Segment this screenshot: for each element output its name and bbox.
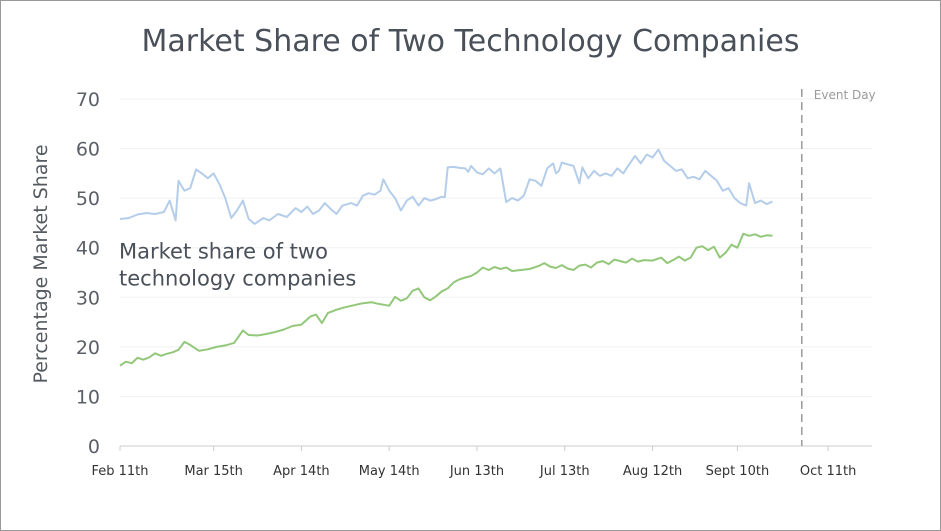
x-tick-label-8: Oct 11th bbox=[800, 464, 857, 479]
event-label: Event Day bbox=[814, 88, 876, 102]
chart-title: Market Share of Two Technology Companies bbox=[141, 24, 800, 59]
x-tick-label-6: Aug 12th bbox=[623, 464, 682, 479]
x-axis: Feb 11th Mar 15th Apr 14th May 14th Jun 13th… bbox=[91, 445, 872, 479]
x-tick-label-3: May 14th bbox=[359, 464, 420, 479]
x-tick-label-1: Mar 15th bbox=[184, 464, 243, 479]
y-tick-label-0: 0 bbox=[88, 436, 100, 458]
y-tick-label-20: 20 bbox=[76, 337, 100, 359]
series-lines bbox=[119, 148, 773, 367]
y-tick-label-40: 40 bbox=[76, 238, 100, 260]
x-tick-label-0: Feb 11th bbox=[91, 464, 148, 479]
y-tick-label-10: 10 bbox=[76, 386, 100, 408]
y-axis-ticks: 0 10 20 30 40 50 60 70 bbox=[76, 89, 100, 458]
series-line-2 bbox=[119, 232, 773, 367]
x-tick-label-5: Jul 13th bbox=[539, 464, 590, 479]
event-marker: Event Day bbox=[801, 88, 876, 446]
y-tick-label-70: 70 bbox=[76, 89, 100, 111]
y-tick-label-50: 50 bbox=[76, 188, 100, 210]
x-tick-label-7: Sept 10th bbox=[706, 464, 770, 479]
x-tick-label-2: Apr 14th bbox=[273, 464, 330, 479]
x-tick-label-4: Jun 13th bbox=[449, 464, 504, 479]
y-axis-label: Percentage Market Share bbox=[30, 144, 52, 383]
grid-lines bbox=[120, 98, 872, 397]
annotation-line-1: Market share of two bbox=[119, 240, 328, 264]
y-tick-label-60: 60 bbox=[76, 139, 100, 161]
series-line-1 bbox=[119, 148, 773, 225]
annotation-line-2: technology companies bbox=[119, 267, 356, 291]
y-tick-label-30: 30 bbox=[76, 287, 100, 309]
